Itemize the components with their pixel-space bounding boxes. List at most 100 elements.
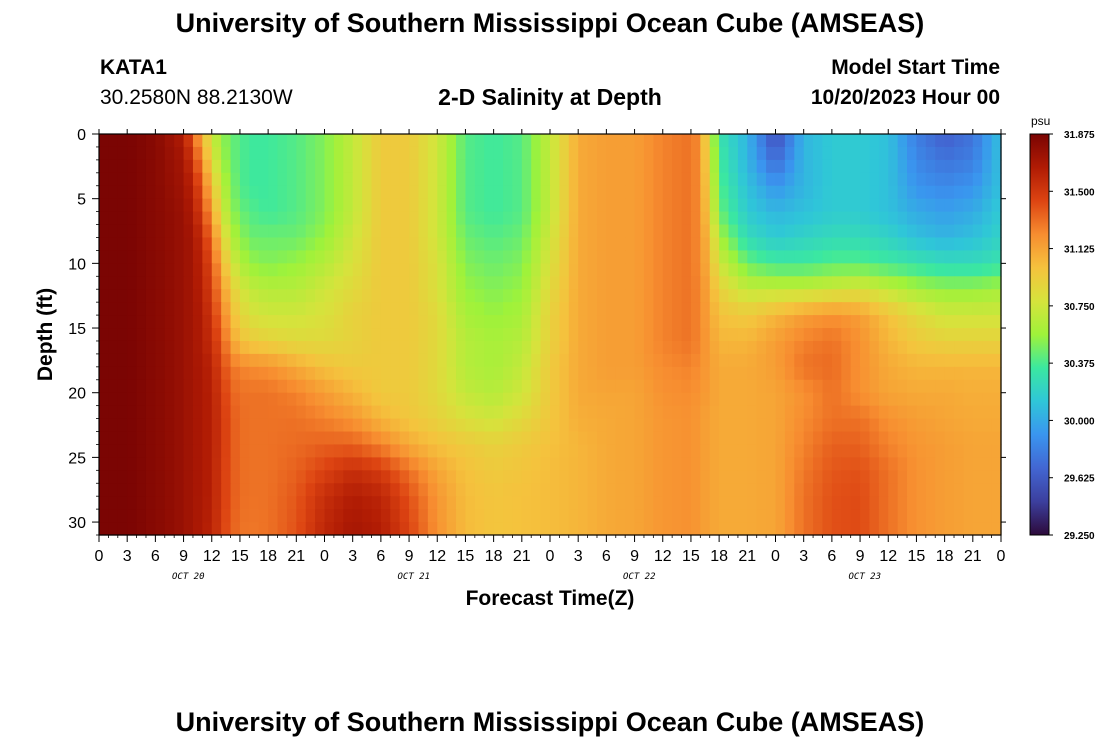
heatmap-cell — [681, 185, 692, 200]
heatmap-cell — [681, 172, 692, 187]
heatmap-cell — [521, 509, 532, 523]
heatmap-cell — [239, 250, 250, 264]
heatmap-cell — [164, 315, 175, 329]
heatmap-cell — [709, 509, 720, 523]
heatmap-cell — [860, 185, 871, 200]
heatmap-cell — [230, 444, 241, 458]
heatmap-cell — [390, 263, 401, 277]
heatmap-cell — [709, 392, 720, 407]
heatmap-cell — [484, 315, 495, 329]
heatmap-cell — [117, 379, 128, 394]
heatmap-cell — [625, 172, 636, 187]
station-name: KATA1 — [100, 56, 167, 79]
heatmap-cell — [540, 172, 551, 187]
heatmap-cell — [690, 444, 701, 458]
heatmap-cell — [221, 353, 232, 368]
heatmap-cell — [550, 392, 560, 407]
heatmap-cell — [878, 483, 889, 497]
heatmap-cell — [643, 457, 654, 471]
heatmap-cell — [822, 250, 833, 264]
heatmap-cell — [653, 302, 664, 316]
heatmap-cell — [550, 379, 560, 394]
heatmap-cell — [944, 134, 955, 148]
heatmap-cell — [427, 509, 438, 523]
heatmap-cell — [709, 470, 720, 484]
heatmap-cell — [747, 392, 758, 407]
heatmap-cell — [305, 159, 316, 174]
heatmap-cell — [230, 224, 241, 239]
heatmap-cell — [766, 250, 777, 264]
heatmap-cell — [493, 379, 504, 394]
heatmap-cell — [127, 134, 138, 148]
heatmap-cell — [596, 237, 607, 252]
heatmap-cell — [437, 172, 448, 187]
heatmap-cell — [878, 340, 889, 355]
heatmap-cell — [954, 418, 965, 433]
heatmap-cell — [888, 522, 899, 536]
heatmap-cell — [625, 470, 636, 484]
x-tick-label: 3 — [574, 548, 583, 565]
heatmap-cell — [719, 315, 730, 329]
heatmap-cell — [728, 470, 739, 484]
heatmap-cell — [221, 470, 232, 484]
heatmap-cell — [305, 250, 316, 264]
heatmap-cell — [700, 431, 711, 446]
heatmap-cell — [550, 457, 560, 471]
heatmap-cell — [813, 198, 824, 213]
heatmap-cell — [794, 405, 805, 420]
heatmap-cell — [277, 418, 288, 433]
heatmap-cell — [446, 522, 457, 536]
heatmap-cell — [550, 366, 560, 381]
heatmap-cell — [784, 353, 795, 368]
heatmap-cell — [596, 496, 607, 510]
heatmap-cell — [183, 457, 194, 471]
heatmap-cell — [578, 328, 589, 342]
heatmap-cell — [672, 172, 683, 187]
heatmap-cell — [813, 211, 824, 226]
heatmap-cell — [878, 263, 889, 277]
heatmap-cell — [578, 418, 589, 433]
heatmap-cell — [916, 483, 927, 497]
heatmap-cell — [982, 224, 993, 239]
heatmap-cell — [117, 392, 128, 407]
heatmap-cell — [211, 431, 222, 446]
heatmap-cell — [409, 159, 420, 174]
heatmap-cell — [982, 496, 993, 510]
heatmap-cell — [982, 250, 993, 264]
heatmap-cell — [249, 237, 260, 252]
heatmap-cell — [521, 431, 532, 446]
heatmap-cell — [174, 470, 185, 484]
heatmap-cell — [286, 315, 297, 329]
heatmap-cell — [737, 379, 748, 394]
heatmap-cell — [709, 522, 720, 536]
heatmap-cell — [503, 172, 514, 187]
second-figure-title: University of Southern Mississippi Ocean… — [175, 707, 925, 737]
heatmap-cell — [559, 134, 570, 148]
heatmap-cell — [700, 483, 711, 497]
heatmap-cell — [484, 392, 495, 407]
heatmap-cell — [286, 289, 297, 303]
heatmap-cell — [268, 211, 279, 226]
heatmap-cell — [587, 328, 598, 342]
heatmap-cell — [258, 328, 269, 342]
heatmap-cell — [634, 457, 645, 471]
x-tick-label: 9 — [405, 548, 414, 565]
heatmap-cell — [183, 250, 194, 264]
heatmap-cell — [568, 328, 579, 342]
heatmap-cell — [719, 431, 730, 446]
heatmap-cell — [117, 353, 128, 368]
heatmap-cell — [850, 211, 861, 226]
heatmap-cell — [690, 431, 701, 446]
heatmap-cell — [277, 250, 288, 264]
heatmap-cell — [897, 496, 908, 510]
heatmap-cell — [897, 237, 908, 252]
heatmap-cell — [202, 366, 213, 381]
heatmap-cell — [521, 211, 532, 226]
heatmap-cell — [521, 405, 532, 420]
heatmap-cell — [822, 302, 833, 316]
heatmap-cell — [559, 237, 570, 252]
heatmap-cell — [813, 522, 824, 536]
heatmap-cell — [202, 276, 213, 290]
heatmap-cell — [362, 470, 373, 484]
heatmap-cell — [587, 185, 598, 200]
